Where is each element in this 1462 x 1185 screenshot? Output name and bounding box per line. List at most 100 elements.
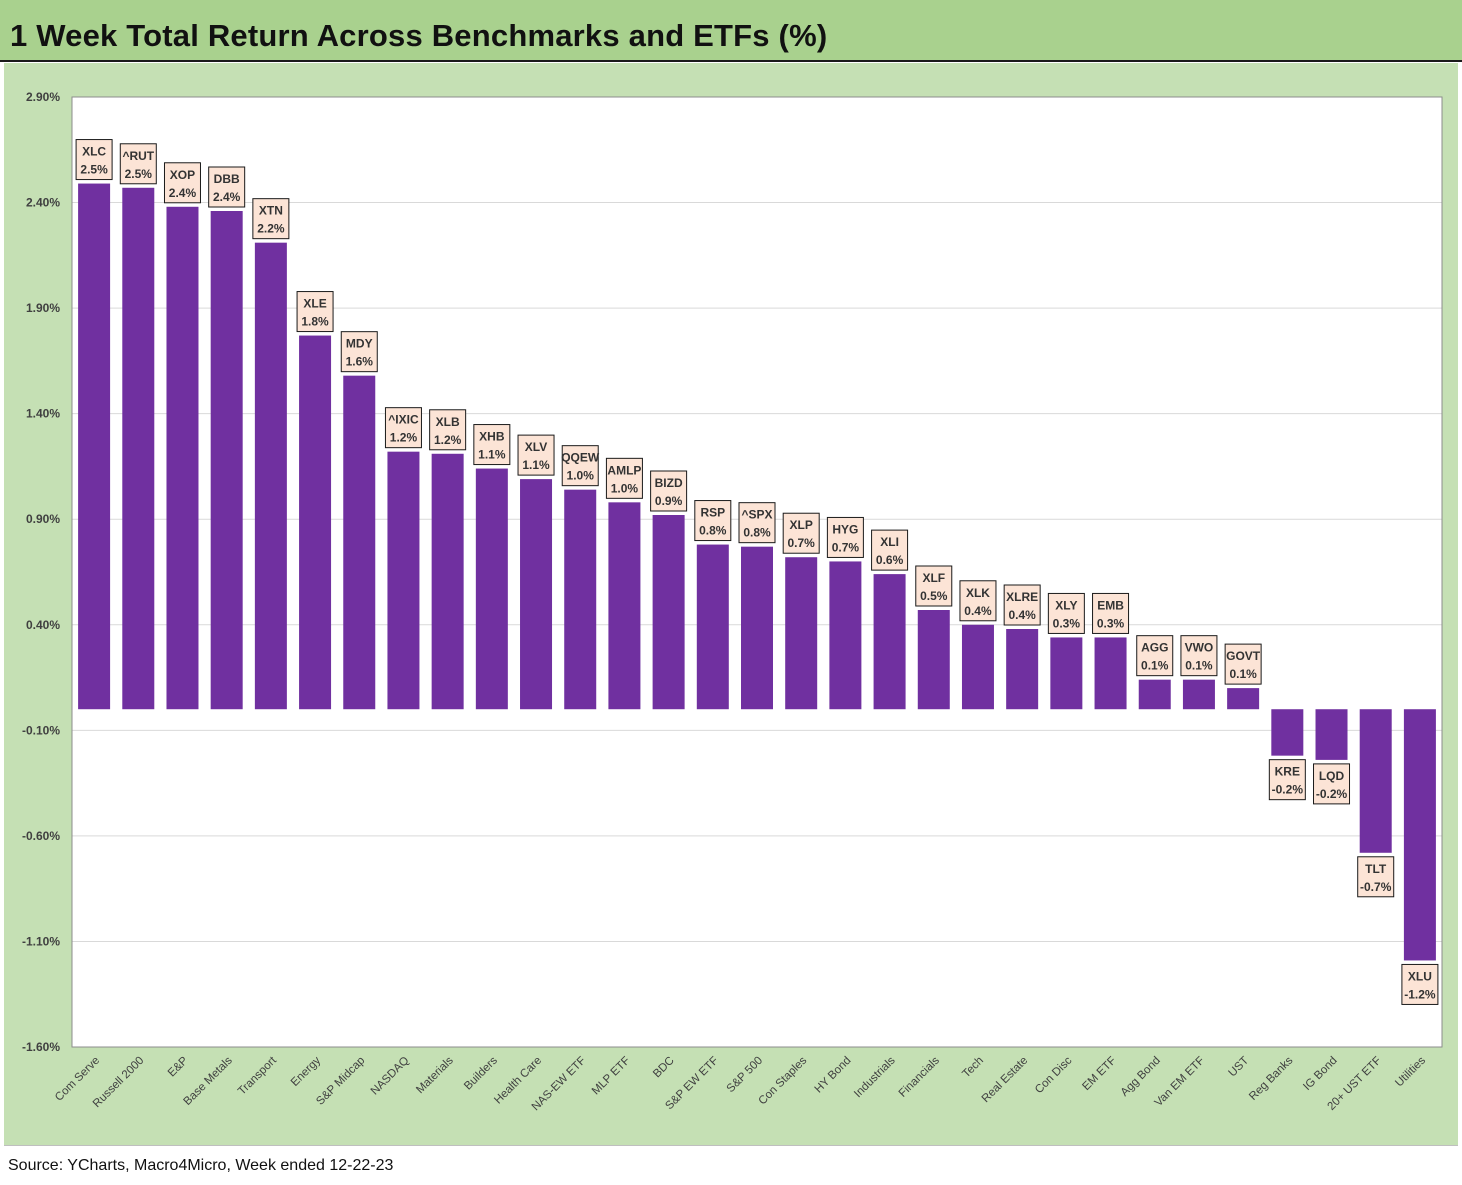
data-label-box: [915, 565, 953, 607]
bar[interactable]: [166, 206, 199, 710]
bar[interactable]: [1138, 679, 1171, 710]
x-tick-label: BDC: [651, 1055, 677, 1081]
bar[interactable]: [917, 610, 950, 710]
data-label: VWO 0.1%: [1180, 635, 1218, 677]
data-label-box: [340, 331, 378, 373]
bar[interactable]: [431, 453, 464, 710]
data-label: ^RUT 2.5%: [119, 143, 157, 185]
data-label-value: 0.3%: [1053, 616, 1081, 630]
data-label-box: [694, 500, 732, 542]
data-label: DBB 2.4%: [208, 166, 246, 208]
bar[interactable]: [1271, 709, 1304, 756]
data-label: XLV 1.1%: [517, 434, 555, 476]
bar[interactable]: [608, 502, 641, 710]
data-label-value: 2.2%: [257, 222, 285, 236]
x-tick-label: Financials: [897, 1054, 942, 1099]
data-label-ticker: QQEW: [561, 451, 600, 465]
bar[interactable]: [1359, 709, 1392, 853]
data-label: TLT -0.7%: [1357, 856, 1395, 898]
data-label: HYG 0.7%: [826, 516, 864, 558]
data-label-value: 1.1%: [478, 448, 506, 462]
data-label-box: [119, 143, 157, 185]
bar[interactable]: [210, 211, 243, 710]
bar[interactable]: [387, 451, 420, 710]
data-label-ticker: BIZD: [655, 476, 683, 490]
bar[interactable]: [1094, 637, 1127, 710]
data-label-value: 2.4%: [213, 190, 241, 204]
data-label-ticker: XHB: [479, 430, 505, 444]
title-bar: 1 Week Total Return Across Benchmarks an…: [0, 0, 1462, 62]
bar-chart: 2.90% 2.40% 1.90% 1.40% 0.90% 0.40% -0.10% -0.6…: [22, 90, 1443, 1113]
data-label-value: -0.2%: [1316, 787, 1348, 801]
y-tick-label: -1.10%: [22, 934, 60, 948]
data-label: XLB 1.2%: [429, 409, 467, 451]
y-tick-label: -0.60%: [22, 829, 60, 843]
data-label-value: 0.9%: [655, 494, 683, 508]
bar[interactable]: [696, 544, 729, 710]
bar[interactable]: [785, 557, 818, 710]
data-label-value: 1.2%: [434, 433, 462, 447]
data-label: ^SPX 0.8%: [738, 502, 776, 544]
data-label-box: [826, 516, 864, 558]
data-label: XLI 0.6%: [871, 529, 909, 571]
data-label: BIZD 0.9%: [650, 470, 688, 512]
data-label: XLE 1.8%: [296, 291, 334, 333]
bar[interactable]: [873, 574, 906, 710]
data-label-ticker: RSP: [700, 506, 725, 520]
data-label-box: [208, 166, 246, 208]
data-label: ^IXIC 1.2%: [384, 407, 422, 449]
bar[interactable]: [1050, 637, 1083, 710]
bar[interactable]: [1006, 629, 1039, 710]
source-note: Source: YCharts, Macro4Micro, Week ended…: [8, 1157, 394, 1174]
bar[interactable]: [829, 561, 862, 710]
data-label-ticker: ^SPX: [741, 508, 772, 522]
data-label-ticker: XLE: [303, 297, 326, 311]
x-tick-label: NASDAQ: [369, 1055, 412, 1098]
x-tick-label: UST: [1227, 1055, 1252, 1080]
bar[interactable]: [741, 546, 773, 710]
data-label-ticker: XOP: [170, 168, 195, 182]
bar[interactable]: [961, 624, 994, 710]
bar[interactable]: [1227, 688, 1260, 710]
data-label-value: 2.5%: [80, 163, 108, 177]
data-label-value: 2.5%: [125, 167, 153, 181]
data-label: RSP 0.8%: [694, 500, 732, 542]
bar[interactable]: [299, 335, 332, 710]
data-label-box: [1357, 856, 1395, 898]
data-label-value: 0.1%: [1229, 667, 1257, 681]
data-label-ticker: XLU: [1408, 969, 1432, 983]
data-label-value: 0.6%: [876, 553, 904, 567]
bar[interactable]: [1315, 709, 1348, 760]
chart-panel: 2.90% 2.40% 1.90% 1.40% 0.90% 0.40% -0.10% -0.6…: [4, 63, 1458, 1145]
data-label-value: 0.1%: [1185, 659, 1213, 673]
bar[interactable]: [475, 468, 508, 710]
bar[interactable]: [343, 375, 376, 710]
data-label-ticker: HYG: [832, 522, 858, 536]
bar[interactable]: [520, 479, 553, 710]
bar[interactable]: [122, 187, 155, 710]
data-label: XLP 0.7%: [782, 512, 820, 554]
y-tick-label: 2.40%: [26, 196, 60, 210]
data-label: AMLP 1.0%: [605, 457, 643, 499]
data-label-ticker: TLT: [1365, 862, 1387, 876]
data-label-ticker: XLK: [966, 586, 990, 600]
bar[interactable]: [78, 183, 111, 710]
data-label-value: 0.3%: [1097, 616, 1125, 630]
data-label-ticker: XLC: [82, 145, 106, 159]
data-label-box: [1003, 584, 1041, 626]
data-label-box: [1180, 635, 1218, 677]
x-tick-label: Industrials: [852, 1054, 898, 1100]
bar[interactable]: [564, 489, 597, 710]
data-label-ticker: DBB: [214, 172, 240, 186]
x-tick-label: MLP ETF: [590, 1055, 633, 1098]
data-label-ticker: XLI: [880, 535, 899, 549]
data-label-box: [1401, 963, 1439, 1005]
bar[interactable]: [1403, 709, 1436, 961]
data-label-box: [473, 424, 511, 466]
data-label: XLY 0.3%: [1047, 592, 1085, 634]
data-label-value: 0.4%: [1008, 608, 1036, 622]
bar[interactable]: [254, 242, 287, 710]
bar[interactable]: [1182, 679, 1215, 710]
data-label-box: [738, 502, 776, 544]
bar[interactable]: [652, 515, 685, 710]
